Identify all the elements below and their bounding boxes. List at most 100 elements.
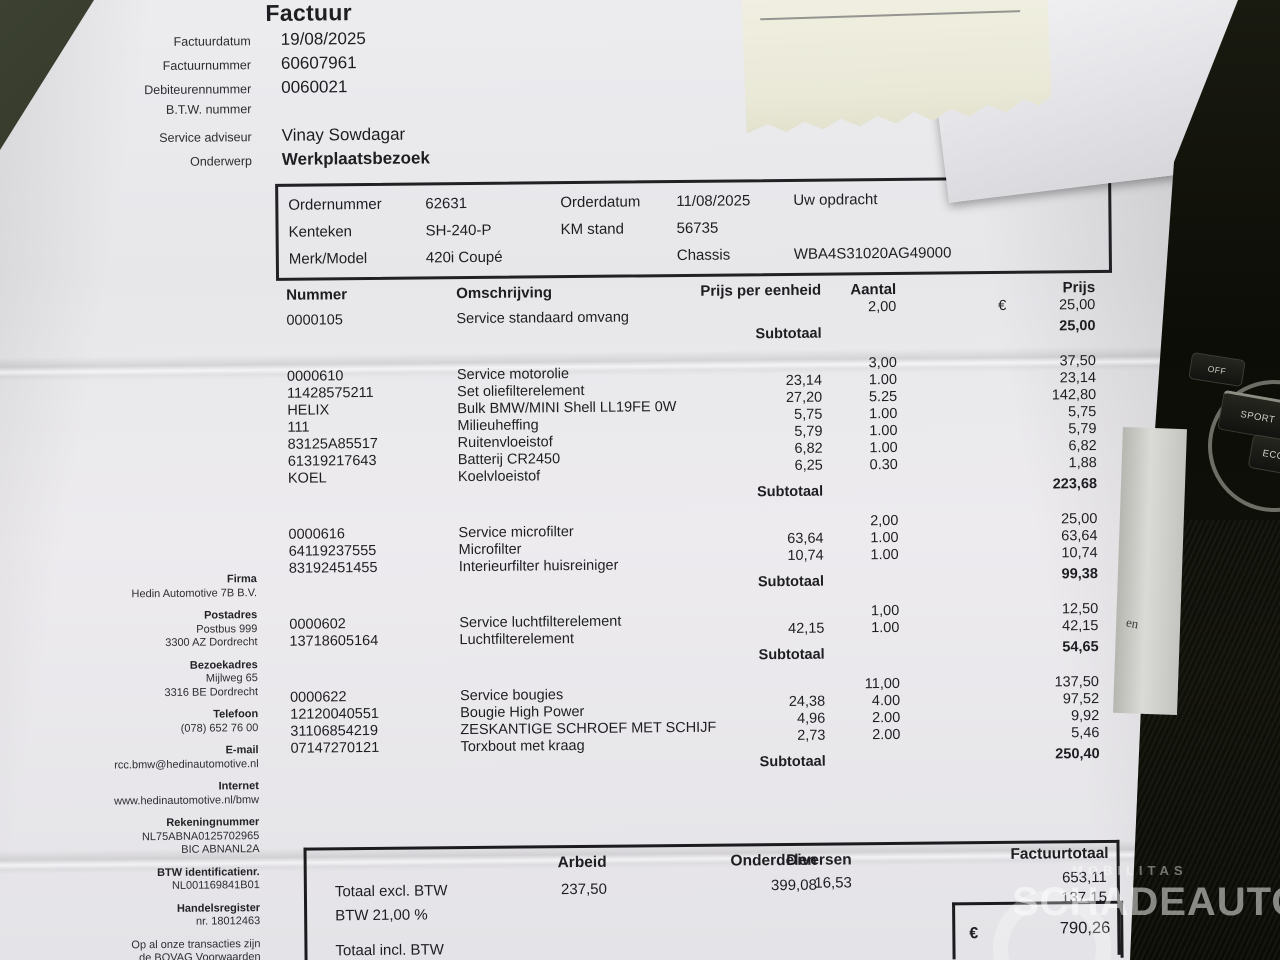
currency-symbol	[899, 602, 1009, 620]
subtotal-label: Subtotaal	[755, 325, 822, 343]
meta-label: B.T.W. nummer	[165, 102, 252, 117]
item-quantity: 1,00	[870, 602, 900, 620]
order-cell: 420i Coupé	[425, 248, 503, 267]
item-quantity: 11,00	[864, 675, 901, 693]
item-unit-price: 27,20	[785, 389, 823, 406]
item-unit-price: 6,25	[794, 457, 823, 474]
item-unit-price	[699, 356, 822, 374]
currency-symbol	[897, 405, 1007, 423]
item-price: 1,88	[1068, 455, 1097, 472]
item-unit-price	[701, 604, 824, 622]
item-quantity: 0.30	[869, 456, 898, 474]
item-quantity: 5.25	[868, 388, 898, 406]
sport-mode-label: SPORT	[1239, 408, 1277, 426]
item-quantity: 2.00	[871, 709, 901, 727]
item-description: Service standaard omvang	[456, 309, 629, 328]
invoice-meta: Factuurdatum 19/08/2025 Factuurnummer 60…	[26, 27, 547, 152]
invoice-subject: Werkplaatsbezoek	[281, 148, 430, 169]
item-unit-price: 6,82	[794, 440, 823, 457]
item-price: 42,15	[1062, 618, 1099, 635]
subtotal-label: Subtotaal	[759, 753, 826, 771]
item-number: HELIX	[287, 402, 330, 419]
subtotal-value: 250,40	[1055, 746, 1100, 763]
sidebar-block: Internet www.hedinautomotive.nl/bmw	[61, 780, 259, 809]
order-cell	[794, 224, 1109, 227]
order-cell	[561, 256, 677, 257]
meta-value: Vinay Sowdagar	[281, 124, 406, 145]
order-cell: Kenteken	[288, 223, 353, 241]
sidebar-block: Bezoekadres Mijlweg 65 3316 BE Dordrecht	[60, 659, 258, 701]
item-price: 137,50	[1054, 674, 1100, 691]
order-cell: Orderdatum	[560, 193, 641, 212]
currency-symbol	[899, 619, 1009, 637]
item-section: 0000610 Service motorolie 3,00 37,50 114…	[286, 353, 1098, 507]
subtotal-value: 223,68	[1052, 476, 1098, 493]
currency-symbol	[900, 675, 1010, 693]
item-section: 0000602 Service luchtfilterelement 1,00 …	[289, 601, 1099, 670]
subtotal-label: Subtotaal	[758, 646, 825, 664]
sidebar-label: Postadres	[203, 609, 258, 622]
totals-box: Arbeid Onderdelen Diversen Factuurtotaal…	[303, 839, 1124, 960]
item-number: 0000610	[286, 368, 344, 385]
item-unit-price	[700, 514, 823, 532]
item-number: 83125A85517	[287, 435, 379, 453]
order-cell: Ordernummer	[288, 195, 382, 214]
sidebar-label: Internet	[218, 780, 259, 793]
item-number: 0000602	[289, 616, 346, 633]
item-number: 83192451455	[288, 559, 378, 577]
item-number: 61319217643	[287, 452, 377, 470]
sidebar-block: Telefoon (078) 652 76 00	[60, 708, 259, 737]
col-header-nummer: Nummer	[286, 286, 348, 304]
item-number: 13718605164	[289, 632, 379, 650]
item-price: 37,50	[1059, 353, 1096, 370]
item-unit-price: 10,74	[787, 547, 824, 564]
grand-total-box: € 790,26	[952, 900, 1124, 960]
order-cell: WBA4S31020AG49000	[793, 244, 952, 263]
order-cell: SH-240-P	[425, 221, 492, 240]
order-cell: Merk/Model	[288, 250, 368, 268]
totals-header-diversen: Diversen	[786, 851, 852, 870]
sidebar-value: (078) 652 76 00	[180, 721, 259, 735]
item-number: KOEL	[287, 470, 327, 487]
grand-total-currency: €	[969, 925, 979, 943]
sidebar-value: Hedin Automotive 7B B.V.	[131, 586, 258, 600]
item-price: 10,74	[1061, 545, 1098, 562]
currency-symbol	[898, 529, 1008, 547]
totals-header-arbeid: Arbeid	[557, 853, 607, 872]
currency-symbol	[897, 371, 1007, 389]
item-quantity: 1.00	[869, 405, 898, 423]
eco-pro-label: ECO PRO	[1261, 447, 1280, 466]
sidebar-block: Rekeningnummer NL75ABNA0125702965 BIC AB…	[61, 816, 260, 858]
item-quantity: 1.00	[868, 371, 898, 389]
item-unit-price: 5,79	[794, 423, 823, 440]
order-cell: KM stand	[560, 220, 625, 239]
item-price: 142,80	[1051, 387, 1097, 404]
sidebar-value: rcc.bmw@hedinautomotive.nl	[114, 757, 259, 771]
item-quantity: 2,00	[870, 512, 899, 530]
invoice-subject-row: Onderwerp Werkplaatsbezoek	[27, 147, 547, 176]
sidebar-value: www.hedinautomotive.nl/bmw	[114, 793, 260, 807]
item-number: 0000616	[288, 526, 346, 543]
sidebar-value: nr. 18012463	[195, 915, 261, 928]
sidebar-label: E-mail	[225, 744, 259, 757]
item-price: 23,14	[1059, 370, 1097, 387]
item-quantity: 1.00	[871, 619, 900, 637]
currency-symbol	[897, 388, 1007, 406]
sidebar-value: Mijlweg 65 3316 BE Dordrecht	[164, 672, 259, 699]
item-description: Torxbout met kraag	[460, 737, 585, 756]
item-quantity: 1.00	[870, 546, 899, 564]
item-price: 9,92	[1070, 708, 1100, 725]
meta-value: 19/08/2025	[280, 29, 366, 49]
item-quantity: 2.00	[872, 726, 901, 744]
currency-symbol	[898, 512, 1008, 530]
meta-label: Onderwerp	[189, 154, 252, 169]
currency-symbol	[899, 546, 1009, 564]
item-quantity: 1.00	[870, 529, 899, 547]
item-number: 11428575211	[287, 384, 374, 402]
item-price: 5,79	[1068, 421, 1097, 438]
company-info-sidebar: Firma Hedin Automotive 7B B.V. Postadres…	[59, 573, 261, 960]
subtotal-value: 99,38	[1061, 566, 1098, 583]
traction-off-button: OFF	[1188, 351, 1246, 388]
item-quantity: 2,00	[868, 298, 897, 316]
